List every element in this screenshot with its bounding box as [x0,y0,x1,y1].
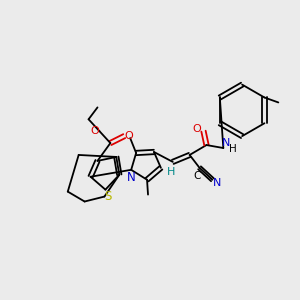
Text: N: N [222,138,230,148]
Text: O: O [125,131,134,141]
Text: N: N [213,178,222,188]
Text: H: H [167,167,175,177]
Text: O: O [90,126,99,136]
Text: N: N [127,171,136,184]
Text: C: C [194,171,201,181]
Text: O: O [192,124,201,134]
Text: H: H [229,144,237,154]
Text: S: S [105,190,112,203]
